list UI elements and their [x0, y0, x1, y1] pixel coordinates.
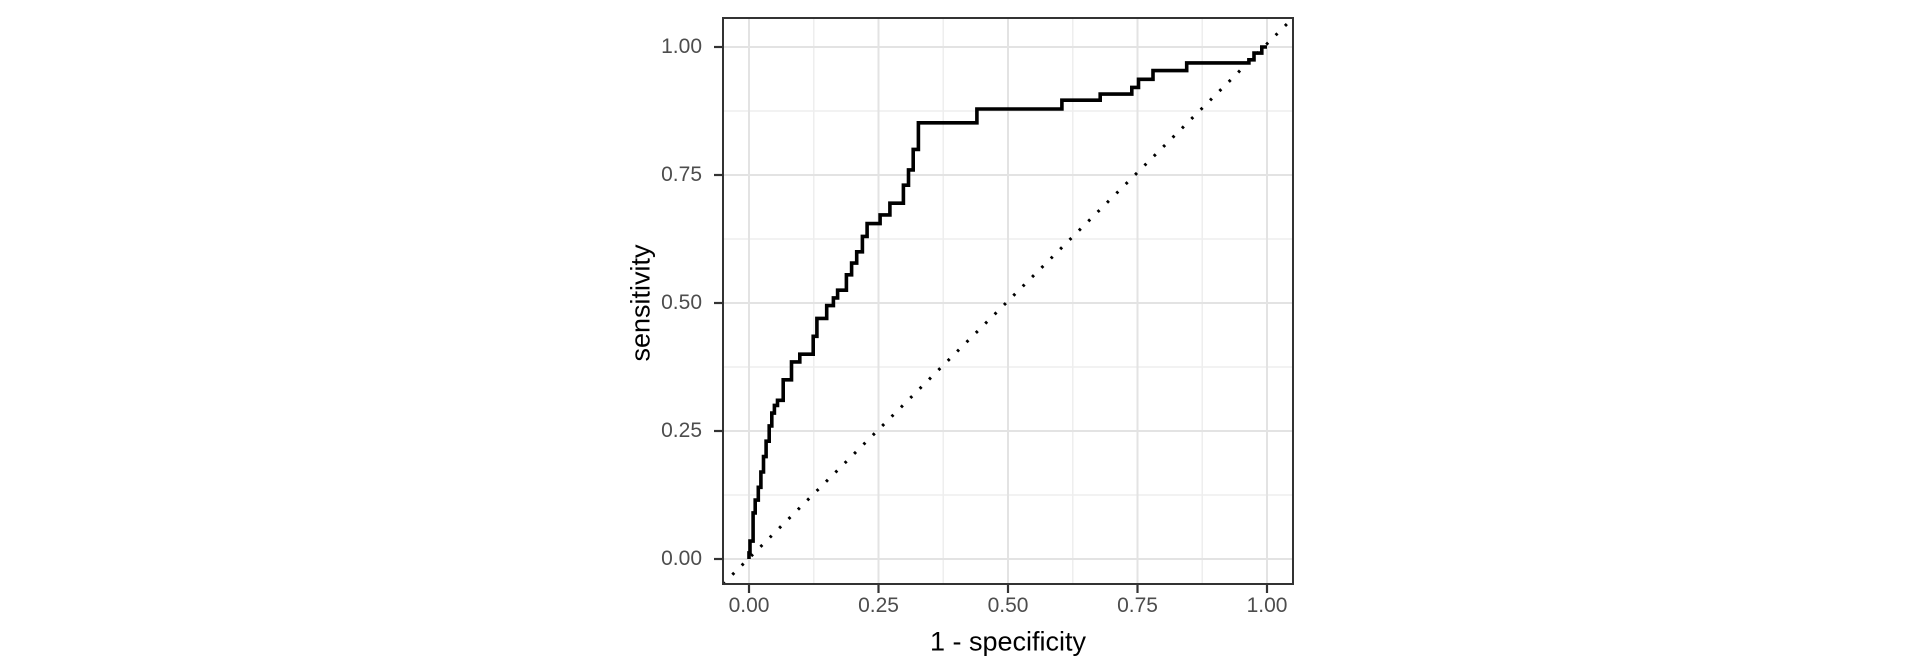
y-tick-label: 0.50: [661, 291, 702, 314]
x-tick-label: 1.00: [1246, 594, 1288, 617]
y-axis-title: sensitivity: [625, 244, 656, 362]
x-tick-label: 0.25: [858, 594, 899, 617]
x-tick-label: 0.75: [1117, 594, 1158, 617]
y-tick-label: 0.25: [661, 419, 702, 442]
y-tick-label: 0.00: [661, 547, 702, 570]
y-tick-label: 1.00: [661, 35, 702, 58]
x-tick-label: 0.50: [987, 594, 1029, 617]
x-tick-label: 0.00: [728, 594, 770, 617]
y-tick-label: 0.75: [661, 163, 702, 186]
x-axis-title: 1 - specificity: [929, 626, 1087, 657]
